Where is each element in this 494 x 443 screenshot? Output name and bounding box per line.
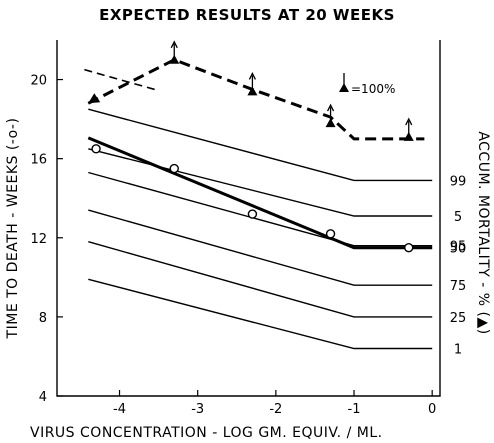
right-tick-label: 95 (450, 240, 467, 255)
series-line-25 (88, 241, 433, 318)
legend-triangle (339, 83, 349, 92)
arrow-head (88, 93, 101, 104)
y-axis-label: TIME TO DEATH - WEEKS (-o-) (5, 118, 21, 340)
time-to-death-point (404, 242, 414, 253)
mortality-arrow-head (248, 71, 256, 80)
right-axis-label: ACCUM. MORTALITY - % (▲) (475, 131, 491, 334)
mortality-arrow-head (405, 117, 413, 126)
right-tick-label: 5 (454, 210, 462, 225)
data-markers (88, 40, 414, 253)
series-line-99 (88, 108, 433, 182)
mortality-triangle (325, 118, 336, 128)
mortality-triangle (169, 54, 180, 64)
y-tick-label: 20 (30, 74, 47, 89)
y-tick-label: 4 (39, 390, 47, 405)
right-tick-label: 50 (450, 242, 467, 257)
x-tick-label: 0 (428, 402, 436, 417)
y-tick-label: 12 (30, 232, 47, 247)
mortality-triangle (403, 131, 414, 141)
mortality-arrow-head (326, 103, 335, 112)
mortality-dashed-line (87, 58, 425, 141)
time-to-death-point (91, 144, 101, 154)
time-to-death-point (169, 163, 179, 174)
mortality-arrow-head (170, 40, 178, 49)
series-lines (84, 58, 433, 350)
right-tick-label: 1 (454, 343, 462, 358)
x-tick-label: -3 (191, 402, 204, 417)
x-tick-label: -4 (113, 402, 126, 417)
x-tick-label: -2 (269, 402, 282, 417)
plot-border (56, 40, 441, 397)
y-tick-label: 8 (39, 311, 47, 326)
plot-frame (56, 40, 441, 397)
right-tick-label: 99 (450, 174, 467, 189)
right-tick-label: 75 (450, 279, 467, 294)
series-line-1 (88, 278, 433, 350)
tick-marks (57, 78, 433, 397)
x-axis-label: VIRUS CONCENTRATION - LOG GM. EQUIV. / M… (30, 425, 383, 441)
chart-title: EXPECTED RESULTS AT 20 WEEKS (99, 6, 395, 24)
tick-labels: -4 -3 -2 -1 0 4 8 12 16 20 TIME TO DEATH - WEEKS (… (5, 74, 491, 417)
legend-note: =100% (351, 82, 395, 96)
series-line-75 (88, 209, 433, 286)
y-tick-label: 16 (30, 153, 47, 168)
time-to-death-point (325, 229, 336, 239)
time-to-death-point (247, 209, 258, 219)
right-tick-label: 25 (450, 311, 467, 326)
mortality-triangle (247, 86, 258, 96)
x-tick-label: -1 (348, 402, 361, 417)
